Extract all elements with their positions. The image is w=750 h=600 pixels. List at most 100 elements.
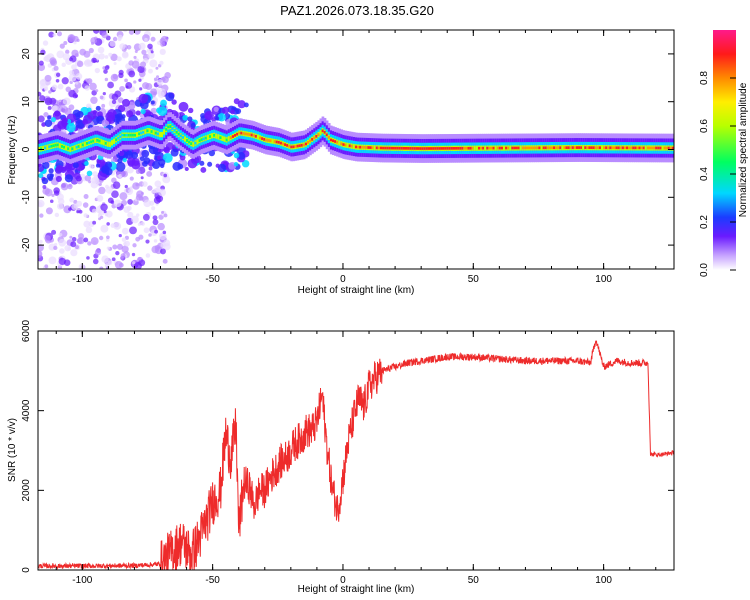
spectrogram-blob-cell (178, 101, 189, 112)
spectrogram-noise-cell (83, 237, 89, 243)
spectrogram-ridge-core (503, 146, 506, 150)
spectrogram-blob-cell (221, 106, 230, 114)
spectrogram-ridge-core (94, 138, 97, 142)
spectrogram-noise-cell (142, 213, 150, 221)
spectrogram-ridge-core (423, 147, 427, 150)
spectrogram-blob-cell (157, 106, 168, 117)
spectrogram-noise-cell (156, 79, 164, 86)
spectrogram-noise-cell (111, 190, 119, 199)
spectrogram-ridge-core (150, 130, 154, 133)
spectrogram-ridge-core (110, 141, 114, 145)
spectrogram-noise-cell (83, 213, 88, 218)
spectrogram-ridge-core (523, 146, 527, 150)
spectrogram-ridge-core (188, 140, 191, 144)
spectrogram-blob-cell (233, 162, 239, 167)
spectrogram-noise-cell (138, 42, 146, 50)
spectrogram-ridge-core (75, 145, 79, 149)
spectrogram-ridge-core (544, 146, 548, 150)
snr-ticks: -100 -50 0 50 100 0 2000 4000 6000 (21, 319, 674, 586)
spectrogram-noise-cell (118, 234, 122, 238)
spectrogram-noise-cell (138, 259, 146, 267)
spectrogram-noise-cell (51, 84, 58, 91)
spectrogram-ridge-core (167, 125, 170, 129)
spectrogram-noise-cell (129, 176, 134, 181)
spectrogram-noise-cell (99, 266, 104, 269)
spectrogram-noise-cell (133, 55, 137, 60)
colorbar-tick-label: 0.0 (699, 263, 710, 277)
spectrogram-noise-cell (119, 85, 125, 92)
spectrogram-ridge-core (140, 131, 143, 135)
spectrogram-noise-cell (156, 75, 160, 79)
spectrogram-ridge-core (569, 146, 573, 149)
spectrogram-ridge-core (302, 143, 306, 147)
spectrogram-ridge-core (340, 142, 344, 146)
spectrogram-noise-cell (91, 208, 97, 214)
spectrogram-blob-cell (204, 110, 214, 121)
spectrogram-ridge-core (434, 147, 437, 150)
spectrogram-noise-cell (67, 34, 76, 42)
spectrogram-noise-cell (71, 237, 77, 242)
spectrogram-ridge-core (296, 144, 300, 148)
spectrogram-noise-cell (125, 81, 133, 89)
spectrogram-blob-cell (141, 149, 150, 158)
spectrogram-ridge-core (513, 146, 517, 150)
spectrogram-blob-cell (160, 99, 167, 107)
spectrogram-ridge-core (373, 146, 377, 150)
spectrogram-ridge-core (471, 146, 475, 150)
spectrogram-blob-cell (87, 110, 97, 120)
spectrogram-ridge-core (48, 145, 52, 149)
spectrogram-noise-cell (121, 170, 128, 178)
spectrogram-ridge-core (44, 146, 47, 150)
spectrogram-ytick-label: 0 (21, 146, 32, 152)
spectrogram-ridge-core (455, 146, 458, 150)
spectrogram-ridge-core (60, 145, 64, 148)
spectrogram-noise-cell (69, 80, 73, 85)
spectrogram-ridge-core (194, 141, 198, 145)
spectrogram-noise-cell (104, 77, 109, 82)
spectrogram-noise-cell (53, 65, 59, 71)
spectrogram-noise-cell (102, 92, 106, 96)
spectrogram-noise-cell (68, 207, 72, 211)
spectrogram-ridge-core (663, 146, 667, 150)
spectrogram-xtick-label: 50 (468, 274, 480, 285)
spectrogram-ridge-core (131, 133, 135, 137)
spectrogram-blob-cell (143, 157, 151, 165)
spectrogram-ridge-core (657, 146, 661, 150)
spectrogram-noise-cell (158, 188, 166, 197)
spectrogram-noise-cell (104, 65, 110, 70)
spectrogram-blob-cell (64, 164, 72, 172)
spectrogram-noise-cell (128, 189, 132, 193)
spectrogram-blob-cell (135, 110, 141, 116)
spectrogram-ridge-core (190, 142, 193, 145)
spectrogram-blob-cell (122, 157, 127, 163)
spectrogram-ridge-core (238, 131, 241, 135)
spectrogram-noise-cell (111, 257, 116, 262)
spectrogram-noise-cell (45, 207, 53, 215)
spectrogram-ridge-core (392, 146, 396, 150)
spectrogram-noise-cell (124, 184, 128, 189)
spectrogram-ridge-core (298, 144, 302, 148)
spectrogram-ridge-core (267, 139, 271, 142)
spectrogram-noise-cell (143, 199, 152, 208)
spectrogram-noise-cell (95, 89, 99, 93)
spectrogram-ridge-core (104, 142, 108, 145)
spectrogram-ridge-core (665, 146, 669, 150)
spectrogram-noise-cell (155, 195, 164, 203)
spectrogram-ridge-core (204, 136, 208, 140)
spectrogram-noise-cell (106, 222, 110, 226)
spectrogram-noise-cell (107, 197, 114, 204)
spectrogram-noise-cell (61, 77, 69, 85)
spectrogram-noise-cell (112, 36, 118, 42)
spectrogram-ridge-core (475, 146, 479, 150)
spectrogram-ridge-core (609, 146, 613, 150)
spectrogram-blob-cell (184, 166, 189, 172)
spectrogram-noise-cell (124, 78, 128, 83)
spectrogram-ridge-core (338, 141, 341, 145)
spectrogram-ridge-core (626, 146, 629, 150)
spectrogram-ridge-core (603, 146, 606, 150)
spectrogram-blob-cell (217, 163, 227, 173)
spectrogram-ridge-core (73, 146, 77, 150)
spectrogram-noise-cell (44, 264, 49, 269)
spectrogram-blob-cell (82, 118, 89, 125)
spectrogram-noise-cell (139, 87, 143, 91)
